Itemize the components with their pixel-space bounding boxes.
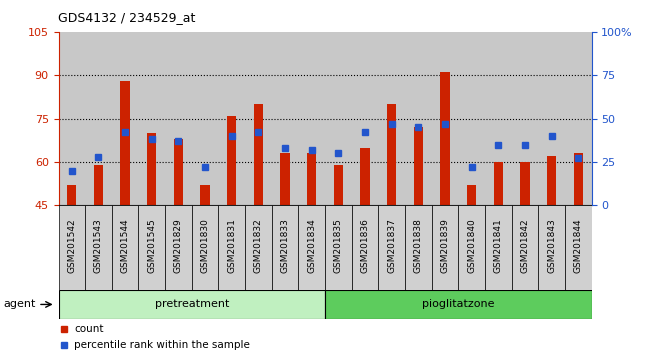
Text: GSM201836: GSM201836 (361, 218, 369, 273)
Text: GSM201838: GSM201838 (414, 218, 422, 273)
Bar (573, 153, 583, 205)
Bar (325, 205, 352, 290)
Text: agent: agent (3, 299, 35, 309)
Bar (58, 290, 325, 319)
Text: GSM201832: GSM201832 (254, 218, 263, 273)
Text: GSM201544: GSM201544 (121, 218, 129, 273)
Text: GSM201833: GSM201833 (281, 218, 289, 273)
Text: GSM201837: GSM201837 (387, 218, 396, 273)
Bar (360, 148, 370, 205)
Text: GSM201841: GSM201841 (494, 218, 502, 273)
Text: GSM201830: GSM201830 (201, 218, 209, 273)
Text: GSM201834: GSM201834 (307, 218, 316, 273)
Bar (467, 185, 476, 205)
Text: GSM201844: GSM201844 (574, 218, 582, 273)
Bar (378, 205, 405, 290)
Text: GSM201542: GSM201542 (68, 218, 76, 273)
Bar (405, 205, 432, 290)
Bar (280, 153, 290, 205)
Text: GSM201835: GSM201835 (334, 218, 343, 273)
Bar (58, 205, 85, 290)
Text: GSM201543: GSM201543 (94, 218, 103, 273)
Bar (325, 290, 592, 319)
Text: GSM201831: GSM201831 (227, 218, 236, 273)
Text: count: count (75, 324, 104, 333)
Bar (174, 139, 183, 205)
Bar (547, 156, 556, 205)
Bar (485, 205, 512, 290)
Bar (333, 165, 343, 205)
Bar (147, 133, 157, 205)
Bar (85, 205, 112, 290)
Bar (272, 205, 298, 290)
Bar (192, 205, 218, 290)
Text: GSM201839: GSM201839 (441, 218, 449, 273)
Bar (138, 205, 165, 290)
Text: GSM201545: GSM201545 (148, 218, 156, 273)
Bar (413, 127, 423, 205)
Bar (307, 153, 317, 205)
Bar (298, 205, 325, 290)
Text: GSM201842: GSM201842 (521, 218, 529, 273)
Text: GDS4132 / 234529_at: GDS4132 / 234529_at (58, 11, 196, 24)
Bar (520, 162, 530, 205)
Bar (440, 72, 450, 205)
Bar (512, 205, 538, 290)
Bar (387, 104, 396, 205)
Bar (165, 205, 192, 290)
Text: GSM201840: GSM201840 (467, 218, 476, 273)
Bar (218, 205, 245, 290)
Bar (458, 205, 485, 290)
Text: GSM201829: GSM201829 (174, 218, 183, 273)
Bar (245, 205, 272, 290)
Text: percentile rank within the sample: percentile rank within the sample (75, 340, 250, 350)
Bar (120, 81, 130, 205)
Text: GSM201843: GSM201843 (547, 218, 556, 273)
Bar (493, 162, 503, 205)
Text: pioglitatzone: pioglitatzone (422, 299, 495, 309)
Bar (112, 205, 138, 290)
Bar (254, 104, 263, 205)
Bar (94, 165, 103, 205)
Bar (432, 205, 458, 290)
Bar (565, 205, 592, 290)
Bar (67, 185, 77, 205)
Bar (538, 205, 565, 290)
Bar (227, 116, 237, 205)
Text: pretreatment: pretreatment (155, 299, 229, 309)
Bar (352, 205, 378, 290)
Bar (200, 185, 210, 205)
